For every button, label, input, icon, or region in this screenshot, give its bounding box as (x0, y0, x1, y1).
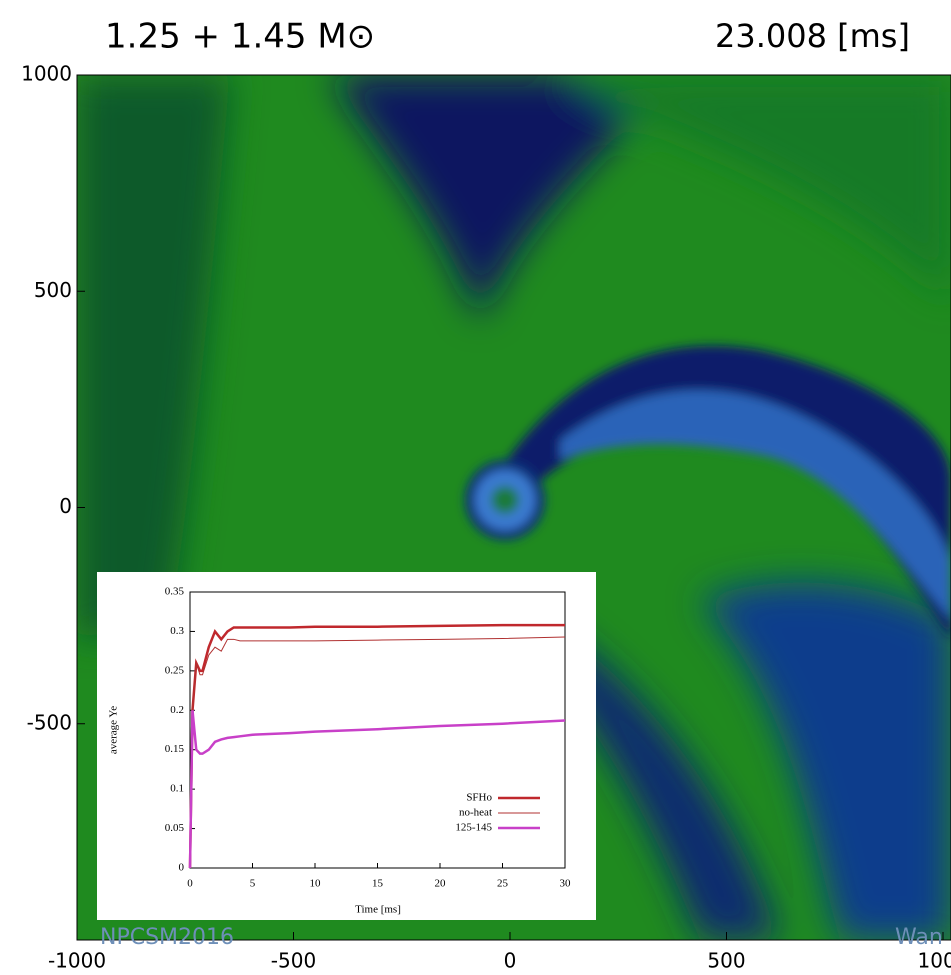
x-tick-label: 5 (250, 878, 256, 890)
y-tick-label: 500 (34, 278, 72, 302)
y-tick-label: 0.25 (165, 664, 185, 676)
x-tick-label: 15 (372, 878, 384, 890)
x-tick-label: 1000 (918, 949, 951, 973)
y-tick-label: 0.15 (165, 743, 185, 755)
y-tick-label: 0.3 (170, 625, 184, 637)
y-axis-label: average Ye (108, 706, 120, 754)
y-tick-label: 0.35 (165, 586, 185, 598)
footer-left: NPCSM2016 (100, 925, 234, 950)
series-line (188, 710, 566, 869)
y-tick-label: 0 (59, 494, 72, 518)
x-tick-label: 25 (497, 878, 509, 890)
legend-label: SFHo (466, 792, 492, 804)
x-tick-label: 10 (310, 878, 322, 890)
y-tick-label: 1000 (21, 62, 72, 86)
inset-panel (97, 572, 596, 920)
y-tick-label: 0.1 (170, 783, 184, 795)
title: 1.25 + 1.45 M⊙ (105, 17, 375, 57)
y-tick-label: -500 (27, 710, 72, 734)
y-tick-label: 0.2 (170, 704, 184, 716)
time-label: 23.008 [ms] (715, 17, 910, 55)
x-tick-label: 20 (435, 878, 447, 890)
x-tick-label: 0 (187, 878, 193, 890)
x-tick-label: -1000 (48, 949, 106, 973)
x-tick-label: 30 (560, 878, 572, 890)
y-tick-label: 0.05 (165, 822, 185, 834)
y-tick-label: 0 (179, 862, 185, 874)
legend-label: no-heat (459, 807, 492, 819)
series-line (189, 636, 566, 869)
x-tick-label: -500 (271, 949, 316, 973)
series-line (188, 623, 565, 869)
x-tick-label: 0 (504, 949, 517, 973)
x-axis-label: Time [ms] (355, 904, 401, 916)
x-tick-label: 500 (707, 949, 745, 973)
legend-label: 125-145 (455, 822, 492, 834)
footer-right: Wan (895, 925, 943, 950)
